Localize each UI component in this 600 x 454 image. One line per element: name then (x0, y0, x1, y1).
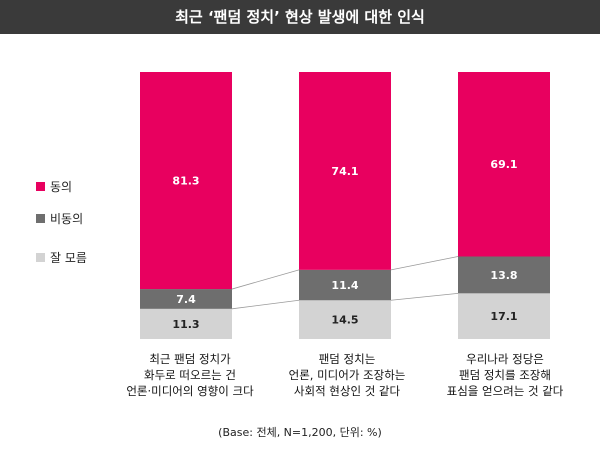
data-label: 81.3 (172, 175, 199, 188)
legend-label-agree: 동의 (50, 179, 73, 194)
category-label-3: 우리나라 정당은 팬덤 정치를 조장해 표심을 얻으려는 것 같다 (446, 352, 564, 398)
bar-segment-agree-3 (458, 72, 550, 257)
data-label: 11.4 (331, 279, 358, 292)
bar-segment-agree-1 (140, 72, 232, 290)
data-label: 11.3 (172, 318, 199, 331)
chart-title: 최근 ‘팬덤 정치’ 현상 발생에 대한 인식 (0, 0, 600, 34)
bar-segment-dont-know-2 (299, 300, 391, 339)
legend-swatch-dont-know (36, 252, 45, 262)
category-label-2: 팬덤 정치는 언론, 미디어가 조장하는 사회적 현상인 것 같다 (288, 352, 406, 398)
legend-item-disagree: 비동의 (36, 210, 83, 226)
legend-swatch-disagree (36, 213, 45, 223)
base-note: (Base: 전체, N=1,200, 단위: %) (218, 426, 382, 439)
bar-segment-dont-know-3 (458, 293, 550, 339)
data-label: 74.1 (331, 165, 358, 178)
data-label: 14.5 (331, 314, 358, 327)
connector-line (390, 256, 459, 271)
data-label: 69.1 (490, 158, 517, 171)
bar-segment-agree-2 (299, 72, 391, 270)
bar-segment-dont-know-1 (140, 308, 232, 339)
legend-swatch-agree (36, 181, 45, 191)
connector-line (390, 292, 459, 301)
bar-segment-disagree-1 (140, 289, 232, 309)
legend-item-agree: 동의 (36, 178, 72, 194)
data-label: 13.8 (490, 269, 517, 282)
legend-label-disagree: 비동의 (50, 211, 84, 226)
data-label: 17.1 (490, 310, 517, 323)
connector-line (231, 269, 300, 290)
data-label: 7.4 (176, 293, 196, 306)
bar-segment-disagree-3 (458, 256, 550, 294)
connector-line (231, 299, 300, 310)
legend-item-dont-know: 잘 모름 (36, 249, 87, 265)
category-label-1: 최근 팬덤 정치가 화두로 떠오르는 건 언론·미디어의 영향이 크다 (126, 352, 254, 398)
legend-label-dont-know: 잘 모름 (50, 250, 87, 265)
bar-segment-disagree-2 (299, 269, 391, 301)
